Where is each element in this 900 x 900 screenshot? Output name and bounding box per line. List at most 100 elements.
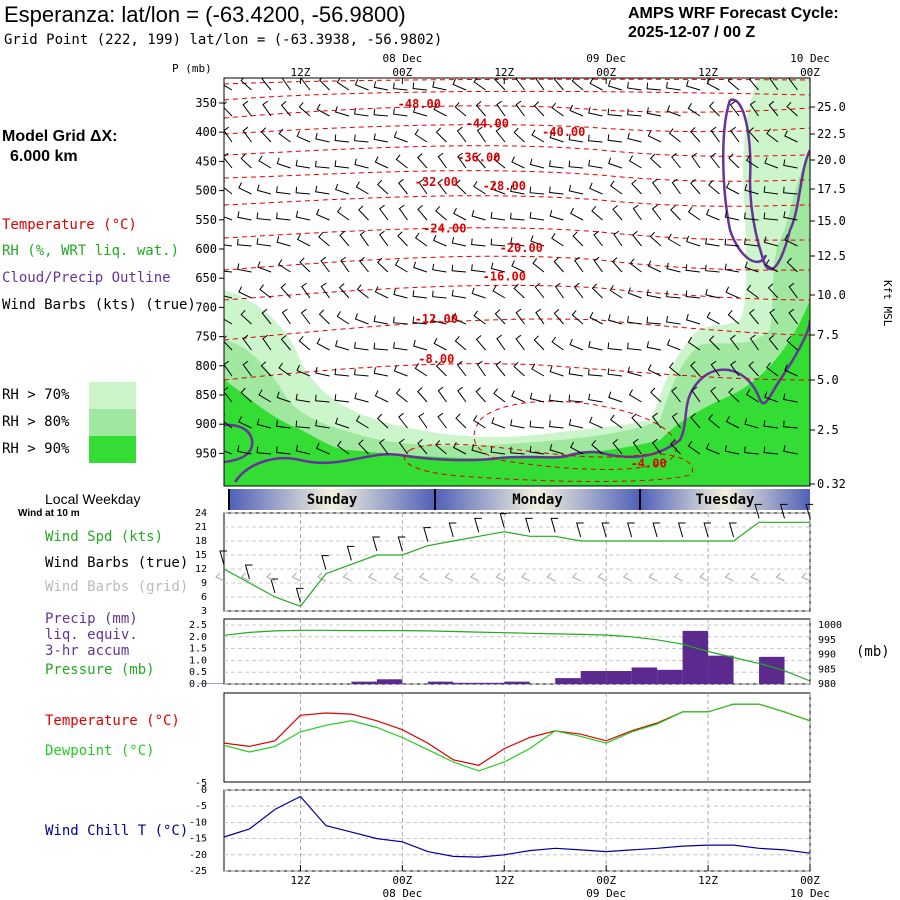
- wind-barb: [224, 295, 233, 299]
- pressure-tick-label: 850: [195, 388, 217, 402]
- wind-barb-grid: [622, 572, 632, 582]
- wind-barb: [515, 308, 525, 325]
- wind-barb: [705, 208, 720, 221]
- wind-barb: [607, 80, 623, 91]
- precip-y-tick-label: 1.0: [189, 655, 207, 666]
- wind-barb: [627, 287, 642, 299]
- wind-barb: [609, 180, 623, 195]
- wind-barb: [724, 210, 740, 221]
- wind-barb: [376, 413, 389, 429]
- wind-barb: [276, 446, 291, 455]
- precip-bar: [504, 681, 530, 684]
- wind-barb-true: [499, 513, 508, 528]
- wind-barb: [784, 364, 798, 377]
- wind-barb: [335, 183, 350, 195]
- wind-barb: [687, 336, 701, 351]
- wind-barb: [610, 414, 623, 429]
- wind-barb: [359, 257, 369, 273]
- height-tick-label: 22.5: [817, 127, 846, 141]
- wind-barb-true: [626, 522, 635, 538]
- wind-barb: [276, 157, 291, 169]
- pressure-tick-label: 600: [195, 242, 217, 256]
- wind-barb: [242, 126, 252, 143]
- wind-barb: [783, 159, 798, 169]
- wind-barb-grid: [699, 572, 709, 582]
- precip-bar: [606, 671, 632, 684]
- wind-barb: [412, 106, 428, 117]
- dewpoint-line: [223, 703, 811, 772]
- wind-barb: [529, 186, 545, 195]
- wind-barb: [687, 103, 701, 117]
- station-title: Esperanza: lat/lon = (-63.4200, -56.9800…: [4, 2, 406, 27]
- wind-barb: [706, 311, 720, 325]
- wind-barb-grid: [495, 572, 505, 582]
- wind-barb: [783, 420, 798, 429]
- pressure-y-tick-label: 980: [818, 679, 836, 690]
- wind-barb: [589, 78, 603, 91]
- wind-barb: [689, 127, 701, 143]
- wind-barb: [687, 206, 701, 221]
- wind-barb: [769, 308, 779, 325]
- wind-barb: [649, 153, 662, 169]
- wind-barb: [296, 130, 311, 143]
- wind-barb: [766, 362, 779, 377]
- wind-barb: [531, 363, 545, 377]
- wind-barb: [237, 238, 252, 247]
- wind-barb: [708, 180, 720, 195]
- wind-barb: [725, 416, 740, 429]
- wind-barb: [238, 286, 252, 299]
- wind-barb: [338, 283, 350, 299]
- weekday-segment: [229, 489, 435, 510]
- wind-barb: [416, 153, 428, 169]
- wind-barb-grid: [673, 572, 683, 582]
- wind-barb: [373, 81, 389, 91]
- wind-barb: [491, 183, 506, 195]
- wind-barb: [295, 159, 311, 169]
- pressure-tick-label: 450: [195, 154, 217, 168]
- bottom-date-label: 08 Dec: [382, 887, 422, 900]
- wind-barb: [334, 394, 350, 403]
- wind-barb: [374, 286, 389, 299]
- wind-barb: [570, 441, 584, 455]
- wind-barb: [412, 340, 428, 351]
- wind-barb: [591, 205, 603, 221]
- precip-bar: [759, 656, 785, 684]
- wind-barb: [224, 152, 233, 169]
- wind-barb: [494, 309, 506, 325]
- wind-barb: [315, 366, 330, 377]
- wind-barb: [455, 179, 467, 195]
- wind-barb: [374, 156, 389, 169]
- wind-barb: [568, 184, 584, 195]
- forecast-cycle: AMPS WRF Forecast Cycle: 2025-12-07 / 00…: [628, 4, 839, 42]
- wind-barb: [627, 82, 642, 91]
- wind-y-tick-label: 6: [201, 592, 207, 603]
- wind-y-tick-label: 21: [195, 522, 207, 533]
- wind-barb: [494, 78, 506, 91]
- wind-barb: [588, 106, 603, 117]
- wind-barb: [336, 206, 350, 221]
- wind-barb: [627, 342, 642, 351]
- wind-barb-true: [576, 522, 584, 538]
- wind-barb: [315, 160, 330, 169]
- wind-barb: [373, 108, 389, 117]
- wind-barb: [278, 128, 291, 143]
- wind-barb: [318, 232, 330, 247]
- wind-barb: [437, 386, 447, 403]
- bottom-tick-label: 00Z: [800, 874, 820, 887]
- wind-barb: [744, 261, 759, 273]
- weekday-segment: [640, 489, 810, 510]
- wind-barb: [395, 154, 408, 169]
- rh90-swatch: [89, 436, 136, 463]
- wind-barb: [301, 282, 311, 299]
- wind-barb-true: [805, 503, 813, 519]
- wind-barb: [300, 78, 311, 91]
- wind-barb: [261, 308, 272, 325]
- wind-barb-grid: [801, 572, 811, 582]
- height-axis-title: Kft MSL: [881, 280, 894, 327]
- wind-barb: [451, 236, 467, 247]
- wind-barb: [529, 420, 545, 429]
- wind-barb-grid: [648, 572, 658, 582]
- wind-barb: [705, 264, 720, 273]
- wind-barb: [454, 102, 467, 117]
